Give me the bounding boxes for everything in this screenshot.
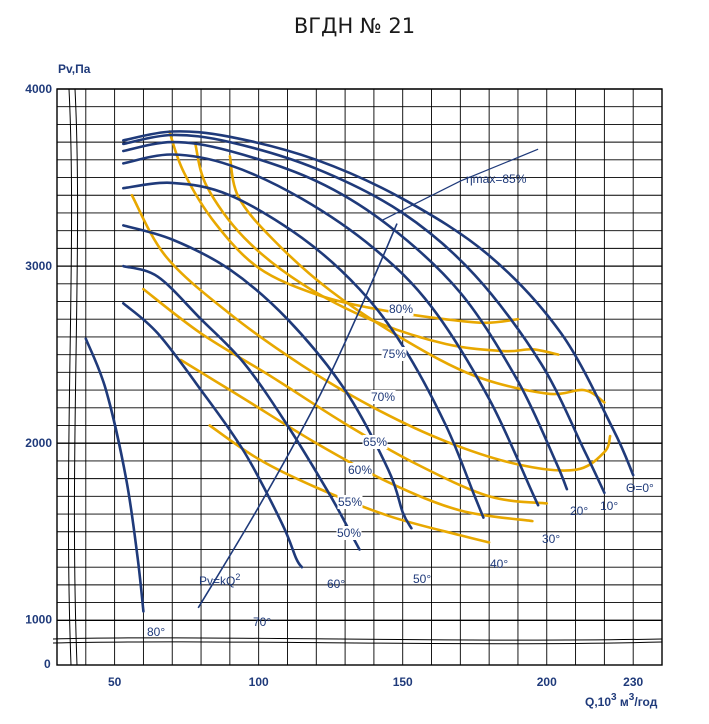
- x-tick-label: 100: [249, 675, 269, 689]
- plot-frame: [56, 88, 663, 666]
- curve-labels: Θ=0° 10° 20° 30° 40° 50° 60° 70° 80° 80% 75% 70% 65%…: [147, 172, 654, 639]
- x-axis-label-sup2: 3: [629, 692, 635, 703]
- axis-break-left-2: [73, 88, 79, 666]
- blade-curve-80deg: [84, 337, 145, 613]
- efficiency-label-65pct-bg: [362, 435, 388, 449]
- x-axis-label: Q,103 м3/год: [585, 692, 658, 709]
- efficiency-curve-70pct: [228, 155, 606, 404]
- blade-label-0deg: Θ=0°: [626, 481, 654, 495]
- blade-curve-10deg: [122, 133, 606, 495]
- efficiency-label-55pct: 55%: [338, 495, 362, 509]
- x-axis-label-tail: /год: [634, 695, 657, 709]
- efficiency-label-60pct-bg: [347, 463, 373, 477]
- max-efficiency-label: ηmax=85%: [466, 172, 527, 186]
- auxiliary-lines: [197, 148, 539, 609]
- blade-label-70deg: 70°: [253, 615, 271, 629]
- efficiency-label-55pct-bg: [337, 495, 363, 509]
- blade-curve-20deg: [122, 140, 569, 491]
- x-tick-label: 230: [623, 675, 643, 689]
- blade-label-80deg: 80°: [147, 625, 165, 639]
- grid: [52, 88, 663, 666]
- efficiency-label-75pct-bg: [381, 347, 407, 361]
- blade-curve-40deg: [122, 181, 485, 519]
- chart-title: ВГДН № 21: [293, 14, 416, 38]
- max-efficiency-leader: [382, 148, 539, 221]
- efficiency-curve-55pct: [179, 358, 534, 523]
- resistance-line: [197, 223, 398, 609]
- efficiency-label-70pct-bg: [370, 390, 396, 404]
- efficiency-label-65pct: 65%: [363, 435, 387, 449]
- x-axis-label-q: Q,10: [585, 695, 611, 709]
- axis-break-bottom-1: [52, 637, 663, 641]
- y-tick-label: 4000: [25, 82, 52, 96]
- efficiency-label-70pct: 70%: [371, 390, 395, 404]
- blade-curve-0deg: [122, 130, 635, 477]
- blade-label-20deg: 20°: [570, 504, 588, 518]
- blade-angle-curves: [84, 130, 635, 613]
- efficiency-label-75pct: 75%: [382, 347, 406, 361]
- blade-label-10deg: 10°: [600, 499, 618, 513]
- x-tick-label: 200: [537, 675, 557, 689]
- axis-break-left-1: [67, 88, 73, 666]
- x-tick-label: 50: [108, 675, 122, 689]
- efficiency-label-80pct-bg: [388, 302, 414, 316]
- efficiency-curve-80pct: [168, 130, 520, 325]
- y-zero-label: 0: [44, 657, 51, 671]
- efficiency-label-50pct: 50%: [337, 526, 361, 540]
- blade-curve-50deg: [122, 224, 413, 530]
- efficiency-curves: [130, 130, 612, 544]
- efficiency-curve-60pct: [142, 287, 549, 505]
- blade-label-50deg: 50°: [413, 572, 431, 586]
- y-tick-label: 2000: [25, 436, 52, 450]
- x-axis-label-unit: м: [617, 695, 629, 709]
- resistance-label: Pv=kQ2: [199, 572, 240, 588]
- y-axis-label: Pv,Па: [58, 62, 91, 76]
- x-axis-label-sup1: 3: [611, 692, 617, 703]
- blade-label-30deg: 30°: [542, 532, 560, 546]
- efficiency-label-60pct: 60%: [348, 463, 372, 477]
- blade-curve-70deg: [122, 302, 304, 569]
- efficiency-curve-65pct: [130, 194, 612, 472]
- efficiency-label-50pct-bg: [336, 526, 362, 540]
- y-tick-label: 1000: [25, 612, 52, 626]
- efficiency-label-80pct: 80%: [389, 302, 413, 316]
- blade-label-60deg: 60°: [327, 577, 345, 591]
- blade-label-40deg: 40°: [490, 557, 508, 571]
- axis-break-bottom-2: [52, 641, 663, 645]
- y-tick-label: 3000: [25, 259, 52, 273]
- x-tick-label: 150: [393, 675, 413, 689]
